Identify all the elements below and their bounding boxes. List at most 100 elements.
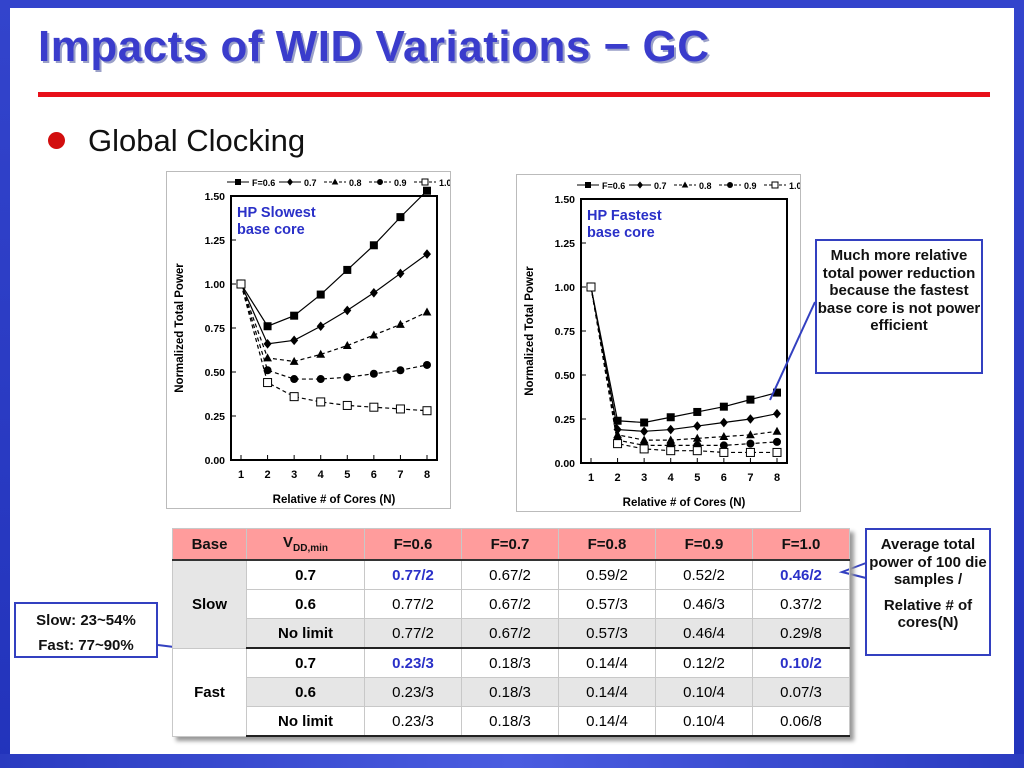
x-tick-label: 4 bbox=[668, 472, 675, 484]
slide-top-border bbox=[0, 0, 1024, 8]
data-point bbox=[773, 408, 781, 419]
range-slow-text: Slow: 23~54% bbox=[36, 612, 136, 629]
base-fast: Fast bbox=[172, 647, 247, 737]
data-point bbox=[396, 366, 405, 375]
data-point bbox=[342, 400, 352, 410]
series-line bbox=[590, 286, 778, 432]
series-line bbox=[240, 283, 428, 363]
y-tick-label: 1.25 bbox=[555, 238, 576, 250]
table-cell: 0.29/8 bbox=[752, 618, 850, 649]
data-point bbox=[342, 341, 352, 349]
table-cell: 0.46/4 bbox=[655, 618, 753, 649]
series-0-7 bbox=[587, 282, 781, 437]
data-point bbox=[693, 421, 702, 431]
table-cell: 0.10/2 bbox=[752, 647, 850, 678]
x-axis-label: Relative # of Cores (N) bbox=[273, 494, 396, 506]
table-cell: 0.18/3 bbox=[461, 706, 559, 737]
callout-power-reduction: Much more relative total power reduction… bbox=[815, 239, 983, 374]
slide-right-border bbox=[1014, 0, 1024, 768]
data-point bbox=[422, 406, 432, 416]
table-cell: 0.14/4 bbox=[558, 647, 656, 678]
table-cell: 0.14/4 bbox=[558, 706, 656, 737]
table-cell: 0.06/8 bbox=[752, 706, 850, 737]
data-point bbox=[290, 375, 299, 384]
y-tick-label: 1.00 bbox=[205, 279, 226, 291]
data-point bbox=[396, 268, 405, 279]
data-point bbox=[666, 413, 675, 422]
chart-title: HP Slowest bbox=[237, 205, 316, 221]
slide-left-border bbox=[0, 0, 10, 768]
header-f06: F=0.6 bbox=[364, 528, 462, 561]
chart-title: base core bbox=[237, 222, 305, 238]
table-cell: 0.10/4 bbox=[655, 677, 753, 707]
table-cell: 0.67/2 bbox=[461, 618, 559, 649]
callout-average-text: Average total power of 100 die samples / bbox=[869, 536, 987, 588]
data-point bbox=[316, 349, 326, 358]
legend-label: 0.9 bbox=[744, 181, 757, 191]
header-f10: F=1.0 bbox=[752, 528, 850, 561]
data-point bbox=[719, 402, 728, 411]
data-point bbox=[343, 305, 352, 316]
header-f08: F=0.8 bbox=[558, 528, 656, 561]
legend-label: 0.8 bbox=[699, 181, 712, 191]
table-cell: 0.37/2 bbox=[752, 589, 850, 619]
data-point bbox=[719, 447, 729, 457]
header-vdd: VDD,min bbox=[246, 528, 365, 561]
x-axis-label: Relative # of Cores (N) bbox=[623, 497, 746, 509]
legend-label: 0.7 bbox=[654, 181, 667, 191]
slide-title: Impacts of WID Variations − GC bbox=[38, 22, 710, 71]
x-tick-label: 2 bbox=[265, 469, 271, 481]
power-table: Base VDD,min F=0.6 F=0.7 F=0.8 F=0.9 F=1… bbox=[172, 528, 850, 737]
table-row: 0.6 0.77/2 0.67/2 0.57/3 0.46/3 0.37/2 bbox=[173, 589, 850, 619]
data-point bbox=[640, 418, 649, 427]
data-point bbox=[316, 290, 325, 299]
data-point bbox=[746, 414, 755, 424]
data-point bbox=[369, 369, 378, 378]
data-point bbox=[263, 322, 272, 331]
title-underline bbox=[38, 92, 990, 97]
data-point bbox=[692, 446, 702, 456]
data-point bbox=[396, 213, 405, 222]
y-tick-label: 0.25 bbox=[555, 414, 576, 426]
table-row: 0.6 0.23/3 0.18/3 0.14/4 0.10/4 0.07/3 bbox=[173, 677, 850, 707]
series-1-0 bbox=[586, 282, 782, 457]
data-point bbox=[289, 356, 299, 365]
y-tick-label: 0.75 bbox=[555, 326, 576, 338]
data-point bbox=[316, 397, 326, 407]
data-point bbox=[423, 249, 431, 259]
legend-label: 0.9 bbox=[394, 178, 407, 188]
x-tick-label: 1 bbox=[238, 469, 244, 481]
chart-title: base core bbox=[587, 225, 655, 241]
data-point bbox=[316, 375, 325, 384]
callout-average-power: Average total power of 100 die samples /… bbox=[865, 528, 991, 656]
series-line bbox=[240, 283, 428, 412]
table-cell: 0.77/2 bbox=[364, 618, 462, 649]
data-point bbox=[613, 424, 622, 435]
x-tick-label: 1 bbox=[588, 472, 594, 484]
table-header-row: Base VDD,min F=0.6 F=0.7 F=0.8 F=0.9 F=1… bbox=[172, 528, 850, 561]
table-row: Slow 0.7 0.77/2 0.67/2 0.59/2 0.52/2 0.4… bbox=[172, 559, 850, 649]
table-row: No limit 0.23/3 0.18/3 0.14/4 0.10/4 0.0… bbox=[173, 706, 850, 737]
data-point bbox=[369, 241, 378, 250]
y-tick-label: 1.00 bbox=[555, 282, 576, 294]
x-tick-label: 6 bbox=[371, 469, 377, 481]
legend-marker bbox=[421, 178, 429, 186]
legend-label: F=0.6 bbox=[252, 178, 275, 188]
x-tick-label: 7 bbox=[397, 469, 403, 481]
x-tick-label: 6 bbox=[721, 472, 727, 484]
data-point bbox=[395, 404, 405, 414]
data-point bbox=[263, 353, 272, 362]
y-tick-label: 1.25 bbox=[205, 235, 226, 247]
chart-slowest-container: F=0.6 0.7 0.8 0.9 1.0 0.00 0.25 0.50 0.75 1.00 1.2… bbox=[166, 171, 451, 509]
table-row: No limit 0.77/2 0.67/2 0.57/3 0.46/4 0.2… bbox=[173, 618, 850, 649]
x-tick-label: 3 bbox=[641, 472, 647, 484]
bullet-text: Global Clocking bbox=[88, 123, 306, 158]
legend-marker bbox=[681, 181, 689, 188]
range-fast-text: Fast: 77~90% bbox=[38, 637, 134, 654]
data-point bbox=[423, 186, 431, 195]
table-cell: 0.12/2 bbox=[655, 647, 753, 678]
series-line bbox=[240, 283, 428, 380]
data-point bbox=[746, 430, 755, 439]
header-f09: F=0.9 bbox=[655, 528, 753, 561]
legend-marker bbox=[331, 178, 339, 185]
